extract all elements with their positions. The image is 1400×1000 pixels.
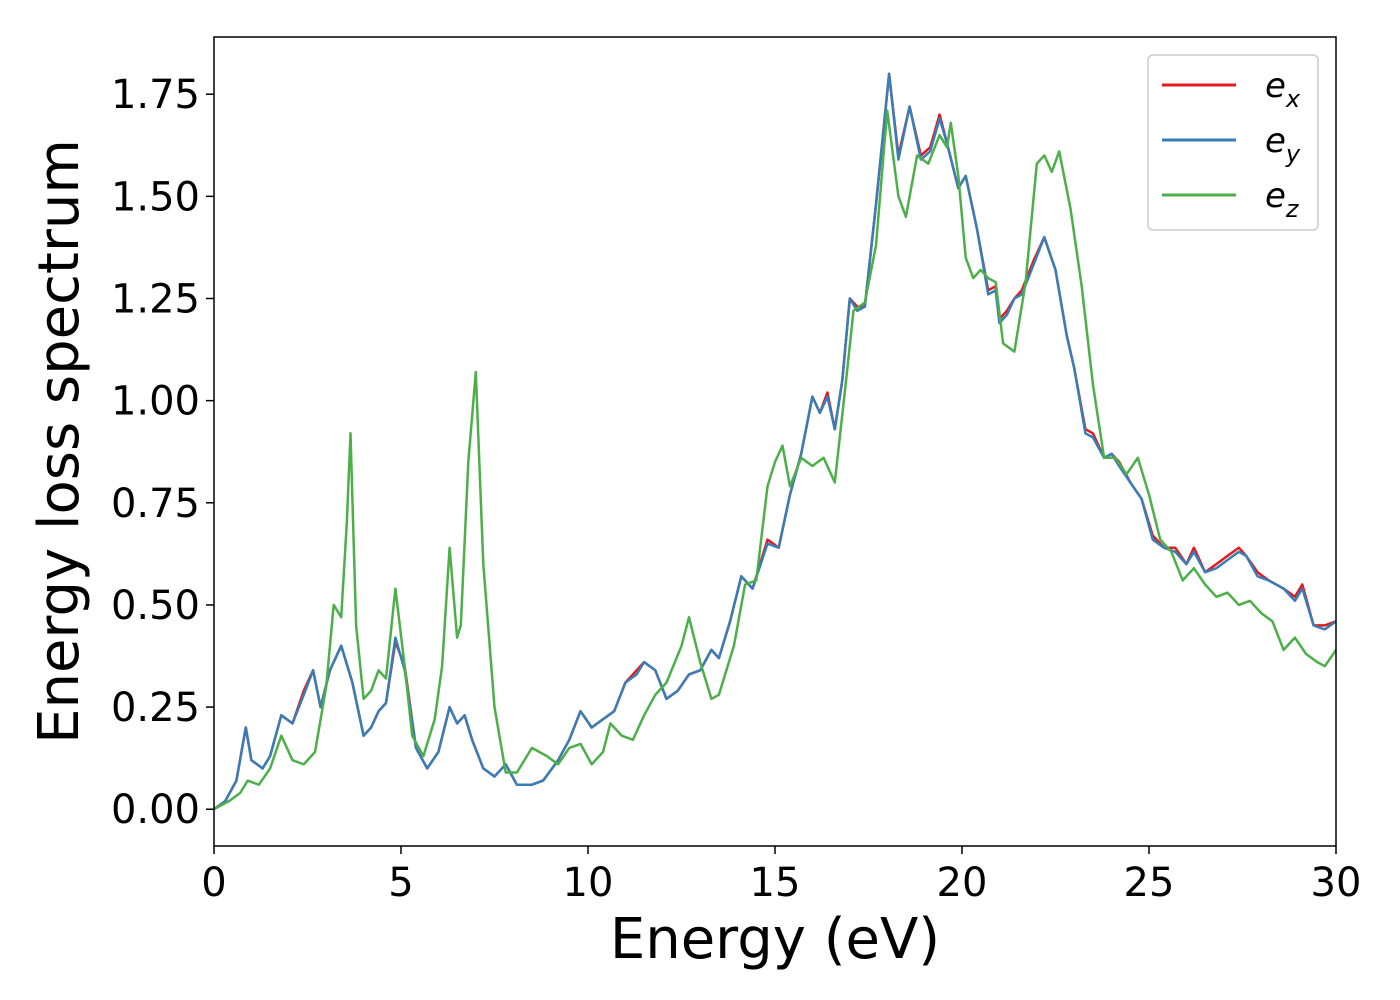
x-tick-label: 15 [750, 860, 801, 906]
y-tick-label: 0.25 [111, 685, 200, 731]
x-axis-title: Energy (eV) [610, 907, 940, 972]
legend-label-y: ey [1265, 121, 1301, 168]
y-tick-label: 1.50 [111, 174, 200, 220]
y-axis: 0.00 0.25 0.50 0.75 1.00 1.25 1.50 1.75 [111, 72, 214, 833]
y-tick-label: 0.50 [111, 583, 200, 629]
y-tick-label: 1.00 [111, 379, 200, 425]
x-tick-label: 25 [1124, 860, 1175, 906]
legend-label-x: ex [1265, 66, 1301, 113]
y-tick-label: 0.75 [111, 481, 200, 527]
series-line-z [214, 109, 1336, 811]
legend-box [1147, 54, 1319, 231]
x-tick-label: 30 [1311, 860, 1362, 906]
x-tick-label: 5 [388, 860, 413, 906]
plot-lines [214, 72, 1336, 811]
x-tick-label: 0 [201, 860, 226, 906]
legend-label-z: ez [1265, 176, 1300, 223]
y-tick-label: 1.75 [111, 72, 200, 118]
legend: ex ey ez [1147, 54, 1319, 231]
y-axis-title: Energy loss spectrum [27, 139, 92, 744]
x-tick-label: 10 [563, 860, 614, 906]
y-tick-label: 1.25 [111, 276, 200, 322]
x-tick-label: 20 [937, 860, 988, 906]
x-axis: 0 5 10 15 20 25 30 [201, 846, 1361, 906]
y-tick-label: 0.00 [111, 787, 200, 833]
